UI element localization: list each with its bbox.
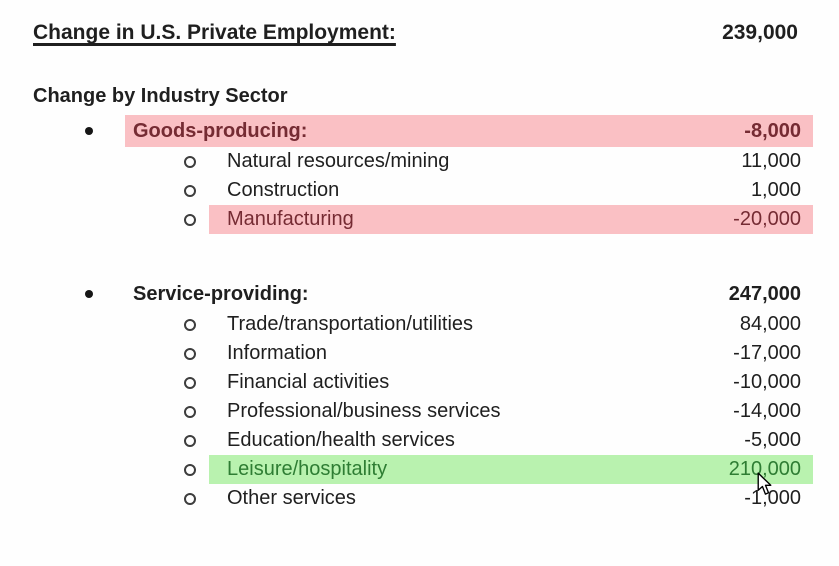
sector-list: Goods-producing: -8,000 Natural resources/… [0, 115, 839, 513]
circle-bullet-icon [184, 492, 196, 505]
section-heading: Change by Industry Sector [33, 85, 288, 107]
industry-label: Other services [227, 487, 356, 509]
sector-group: Service-providing: 247,000 Trade/transport… [0, 278, 839, 513]
industry-row: Trade/transportation/utilities 84,000 [0, 310, 839, 339]
industry-row: Education/health services -5,000 [0, 426, 839, 455]
industry-label: Natural resources/mining [227, 150, 450, 172]
industry-value: 11,000 [741, 150, 801, 172]
industry-row: Construction 1,000 [0, 176, 839, 205]
industry-label: Trade/transportation/utilities [227, 313, 474, 335]
industry-row: Manufacturing -20,000 [0, 205, 839, 234]
bullet-icon [85, 290, 93, 298]
industry-row: Financial activities -10,000 [0, 368, 839, 397]
sector-value: 247,000 [728, 282, 801, 305]
bullet-icon [85, 127, 93, 135]
circle-bullet-icon [184, 213, 196, 226]
sector-band: Service-providing: 247,000 [125, 278, 813, 310]
industry-value: -1,000 [744, 487, 801, 509]
industry-value: 210,000 [728, 458, 801, 480]
sector-label: Goods-producing: [133, 119, 308, 142]
industry-row: Leisure/hospitality 210,000 [0, 455, 839, 484]
sector-band: Goods-producing: -8,000 [125, 115, 813, 147]
sector-label: Service-providing: [133, 282, 309, 305]
industry-label: Education/health services [227, 429, 455, 451]
industry-label: Financial activities [227, 371, 390, 393]
circle-bullet-icon [184, 155, 196, 168]
industry-band: Financial activities -10,000 [209, 368, 813, 397]
industry-band: Construction 1,000 [209, 176, 813, 205]
industry-band: Education/health services -5,000 [209, 426, 813, 455]
industry-row: Natural resources/mining 11,000 [0, 147, 839, 176]
industry-label: Professional/business services [227, 400, 501, 422]
industry-band: Other services -1,000 [209, 484, 813, 513]
industry-value: 1,000 [750, 179, 801, 201]
industry-row: Professional/business services -14,000 [0, 397, 839, 426]
circle-bullet-icon [184, 376, 196, 389]
industry-value: -17,000 [733, 342, 801, 364]
sector-row: Goods-producing: -8,000 [0, 115, 839, 147]
total-employment-value: 239,000 [722, 21, 798, 44]
industry-label: Leisure/hospitality [227, 458, 388, 480]
industry-row: Information -17,000 [0, 339, 839, 368]
industry-band: Leisure/hospitality 210,000 [209, 455, 813, 484]
circle-bullet-icon [184, 434, 196, 447]
industry-band: Information -17,000 [209, 339, 813, 368]
circle-bullet-icon [184, 405, 196, 418]
title-row: Change in U.S. Private Employment: 239,0… [0, 21, 839, 51]
industry-value: -20,000 [733, 208, 801, 230]
page-title: Change in U.S. Private Employment: [33, 21, 396, 44]
industry-value: -14,000 [733, 400, 801, 422]
industry-label: Information [227, 342, 328, 364]
industry-label: Manufacturing [227, 208, 354, 230]
industry-value: -10,000 [733, 371, 801, 393]
industry-row: Other services -1,000 [0, 484, 839, 513]
circle-bullet-icon [184, 184, 196, 197]
industry-band: Natural resources/mining 11,000 [209, 147, 813, 176]
circle-bullet-icon [184, 463, 196, 476]
industry-value: -5,000 [744, 429, 801, 451]
industry-band: Trade/transportation/utilities 84,000 [209, 310, 813, 339]
circle-bullet-icon [184, 347, 196, 360]
industry-value: 84,000 [739, 313, 801, 335]
sector-group: Goods-producing: -8,000 Natural resources/… [0, 115, 839, 234]
circle-bullet-icon [184, 318, 196, 331]
industry-band: Manufacturing -20,000 [209, 205, 813, 234]
sector-value: -8,000 [744, 119, 801, 142]
industry-band: Professional/business services -14,000 [209, 397, 813, 426]
industry-label: Construction [227, 179, 340, 201]
sector-row: Service-providing: 247,000 [0, 278, 839, 310]
